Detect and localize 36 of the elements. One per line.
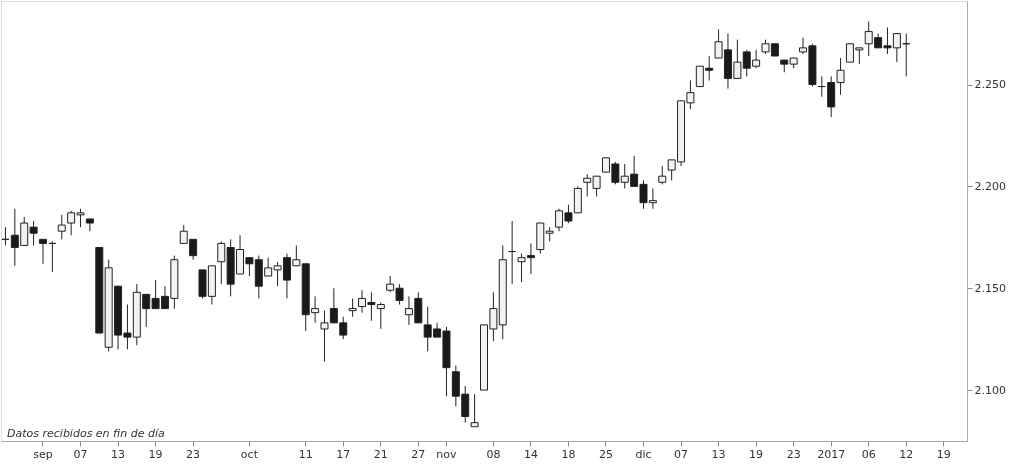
x-tick-label: 19	[148, 447, 163, 461]
x-tick-label: 19	[749, 447, 764, 461]
x-tick-label: 12	[899, 447, 914, 461]
x-tick-label: 18	[561, 447, 576, 461]
x-tick-label: 21	[373, 447, 388, 461]
x-tick-label: sep	[33, 447, 53, 461]
y-tick-label: 2.100	[974, 383, 1006, 397]
x-tick-label: 07	[73, 447, 88, 461]
x-tick-label: 23	[786, 447, 801, 461]
x-tick-label: nov	[436, 447, 458, 461]
candlestick	[85, 218, 94, 232]
candlestick	[348, 297, 357, 318]
annotation: Datos recibidos en fin de día	[7, 427, 165, 440]
x-tick-label: 19	[936, 447, 951, 461]
x-tick-label: 14	[523, 447, 538, 461]
x-tick-label: 06	[861, 447, 876, 461]
x-tick-label: 25	[598, 447, 613, 461]
x-tick-label: 13	[711, 447, 726, 461]
candlestick	[658, 165, 667, 185]
y-tick-label: 2.250	[974, 78, 1006, 92]
candlestick	[217, 240, 226, 285]
x-tick-label: 2017	[817, 447, 846, 461]
y-tick-label: 2.150	[974, 281, 1006, 295]
candlestick	[57, 214, 66, 240]
x-tick-label: dic	[635, 447, 652, 461]
x-tick-label: 17	[336, 447, 351, 461]
x-tick-label: 13	[111, 447, 126, 461]
x-tick-label: 23	[186, 447, 201, 461]
x-tick-label: 08	[486, 447, 501, 461]
x-tick-label: 27	[411, 447, 426, 461]
x-tick-label: oct	[240, 447, 259, 461]
x-tick-label: 07	[674, 447, 689, 461]
candlestick	[38, 238, 47, 265]
y-tick-label: 2.200	[974, 179, 1006, 193]
x-tick-label: 11	[298, 447, 313, 461]
candlestick	[470, 393, 479, 428]
